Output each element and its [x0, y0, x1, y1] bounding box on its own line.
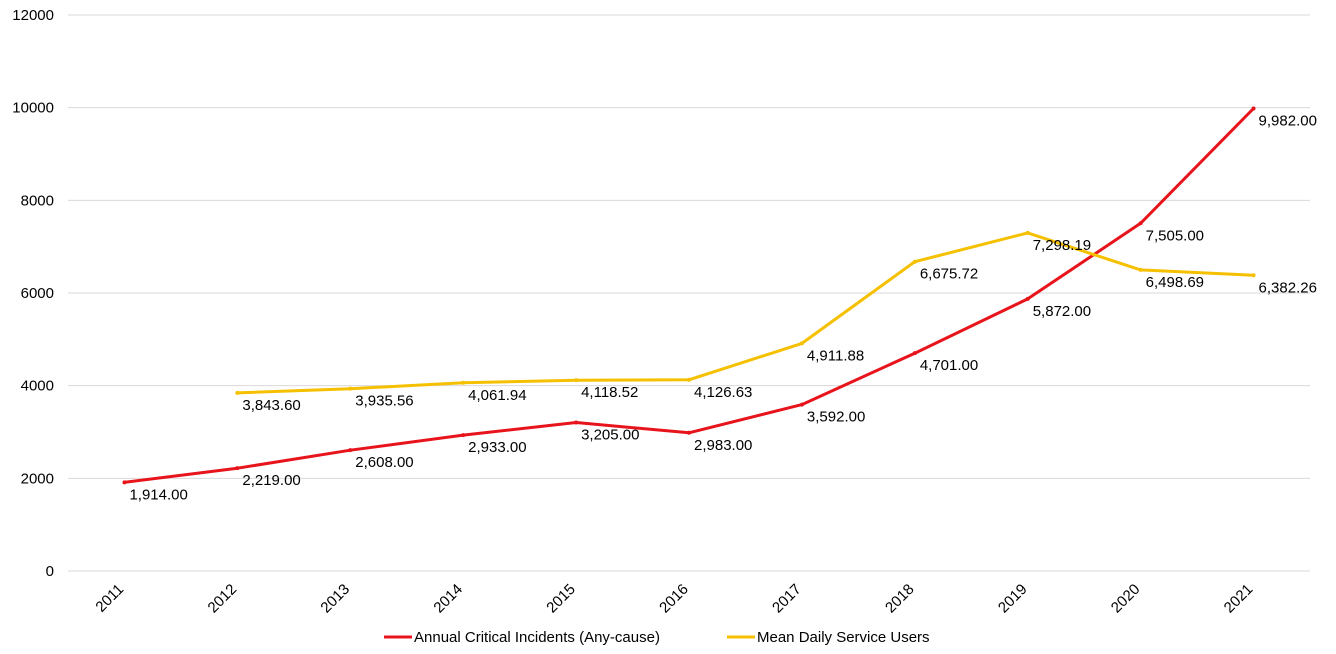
- data-label: 6,498.69: [1146, 274, 1204, 291]
- data-label: 2,983.00: [694, 437, 752, 454]
- data-point: [574, 378, 579, 383]
- data-point: [461, 433, 466, 438]
- data-label: 4,701.00: [920, 357, 978, 374]
- data-label: 2,219.00: [242, 472, 300, 489]
- data-label: 4,911.88: [807, 347, 864, 364]
- data-point: [235, 390, 240, 395]
- data-point: [912, 351, 917, 356]
- data-label: 3,843.60: [242, 397, 300, 414]
- data-label: 6,382.26: [1259, 279, 1317, 296]
- data-point: [348, 386, 353, 391]
- x-tick-label: 2019: [995, 581, 1031, 617]
- x-tick-label: 2021: [1221, 581, 1257, 617]
- data-point: [1025, 296, 1030, 301]
- data-label: 1,914.00: [129, 486, 187, 503]
- data-point: [1025, 230, 1030, 235]
- x-tick-label: 2016: [656, 581, 692, 617]
- data-label: 3,592.00: [807, 409, 865, 426]
- data-labels: 1,914.00 2,219.00 2,608.00 2,933.00 3,205.00…: [129, 113, 1316, 504]
- data-point: [912, 259, 917, 264]
- y-tick-label: 2000: [21, 470, 54, 487]
- data-label: 7,505.00: [1146, 227, 1204, 244]
- legend: Annual Critical Incidents (Any-cause) Mea…: [384, 629, 930, 646]
- y-tick-label: 8000: [21, 192, 54, 209]
- data-point: [687, 430, 691, 435]
- data-label: 3,935.56: [355, 393, 413, 410]
- x-tick-label: 2017: [769, 581, 805, 617]
- x-tick-label: 2015: [543, 581, 579, 617]
- gridlines: [68, 14, 1310, 572]
- data-label: 2,608.00: [355, 454, 413, 471]
- data-label: 4,118.52: [581, 384, 638, 401]
- data-label: 4,126.63: [694, 384, 752, 401]
- data-point: [1138, 221, 1143, 226]
- data-point: [1251, 273, 1256, 278]
- data-label: 5,872.00: [1033, 303, 1091, 320]
- y-tick-label: 6000: [21, 285, 54, 302]
- data-point: [1251, 106, 1256, 111]
- data-label: 9,982.00: [1259, 113, 1317, 130]
- data-point: [799, 402, 804, 407]
- data-label: 6,675.72: [920, 266, 978, 283]
- data-point: [687, 377, 691, 382]
- y-axis-ticks: 0 2000 4000 6000 8000 10000 12000: [12, 7, 54, 580]
- data-point: [574, 420, 579, 425]
- x-tick-label: 2012: [205, 581, 241, 617]
- data-point: [799, 341, 804, 346]
- series-line-0: [123, 107, 1255, 484]
- x-tick-label: 2013: [317, 581, 353, 617]
- x-tick-label: 2011: [92, 581, 127, 616]
- data-point: [1138, 267, 1143, 272]
- series-line-1: [235, 231, 1255, 395]
- x-tick-label: 2020: [1108, 581, 1144, 617]
- y-tick-label: 0: [46, 563, 54, 580]
- data-label: 4,061.94: [468, 387, 526, 404]
- data-point: [122, 480, 127, 485]
- data-point: [348, 448, 353, 453]
- legend-label: Mean Daily Service Users: [757, 629, 930, 646]
- y-tick-label: 10000: [12, 100, 54, 117]
- series-lines: [122, 106, 1256, 485]
- x-axis-ticks: 2011 2012 2013 2014 2015 2016 2017 2018 2019 2020…: [92, 581, 1256, 617]
- data-label: 7,298.19: [1033, 237, 1091, 254]
- data-point: [461, 380, 466, 385]
- data-label: 3,205.00: [581, 427, 639, 444]
- legend-label: Annual Critical Incidents (Any-cause): [414, 629, 660, 646]
- x-tick-label: 2014: [430, 581, 466, 617]
- y-tick-label: 4000: [21, 378, 54, 395]
- x-tick-label: 2018: [882, 581, 918, 617]
- y-tick-label: 12000: [12, 7, 54, 24]
- data-label: 2,933.00: [468, 439, 526, 456]
- data-point: [235, 466, 240, 471]
